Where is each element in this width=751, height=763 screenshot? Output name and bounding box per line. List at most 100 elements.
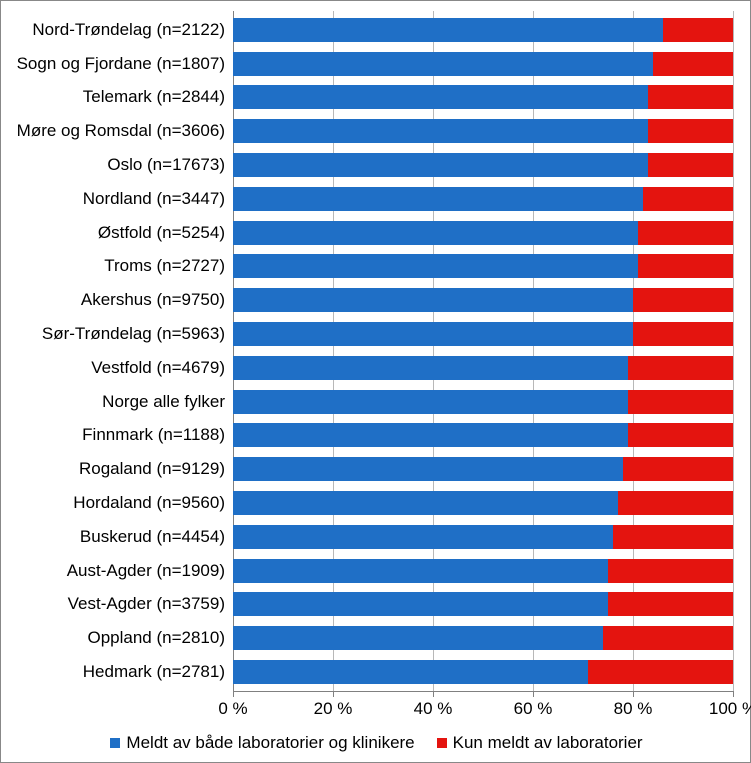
bar-segment-both [233, 52, 653, 76]
bar-segment-both [233, 18, 663, 42]
bar-segment-lab-only [648, 119, 733, 143]
category-label: Vestfold (n=4679) [1, 356, 229, 380]
x-tick [533, 691, 534, 697]
bar-segment-both [233, 457, 623, 481]
x-tick [633, 691, 634, 697]
bar-row [233, 153, 733, 177]
category-label: Norge alle fylker [1, 390, 229, 414]
legend-label: Meldt av både laboratorier og klinikere [126, 733, 414, 753]
x-tick-label: 40 % [414, 699, 453, 719]
bar-segment-lab-only [653, 52, 733, 76]
x-tick [433, 691, 434, 697]
bar-segment-both [233, 288, 633, 312]
x-tick-label: 20 % [314, 699, 353, 719]
x-tick [233, 691, 234, 697]
bar-segment-both [233, 626, 603, 650]
bar-row [233, 356, 733, 380]
bar-segment-both [233, 356, 628, 380]
bar-segment-both [233, 221, 638, 245]
bar-row [233, 626, 733, 650]
x-tick-label: 100 % [709, 699, 751, 719]
bar-segment-lab-only [663, 18, 733, 42]
bar-row [233, 525, 733, 549]
bars [233, 11, 733, 691]
category-label: Hordaland (n=9560) [1, 491, 229, 515]
legend-swatch [110, 738, 120, 748]
bar-row [233, 390, 733, 414]
bar-row [233, 660, 733, 684]
x-tick [333, 691, 334, 697]
bar-segment-lab-only [643, 187, 733, 211]
bar-row [233, 119, 733, 143]
category-label: Buskerud (n=4454) [1, 525, 229, 549]
x-tick [733, 691, 734, 697]
category-label: Østfold (n=5254) [1, 221, 229, 245]
bar-segment-lab-only [633, 322, 733, 346]
bar-segment-both [233, 322, 633, 346]
bar-segment-lab-only [633, 288, 733, 312]
bar-segment-lab-only [588, 660, 733, 684]
category-label: Oppland (n=2810) [1, 626, 229, 650]
category-label: Telemark (n=2844) [1, 85, 229, 109]
bar-segment-both [233, 119, 648, 143]
category-label: Aust-Agder (n=1909) [1, 559, 229, 583]
legend-item: Kun meldt av laboratorier [437, 733, 643, 753]
bar-segment-both [233, 559, 608, 583]
bar-segment-both [233, 153, 648, 177]
category-label: Sogn og Fjordane (n=1807) [1, 52, 229, 76]
category-label: Sør-Trøndelag (n=5963) [1, 322, 229, 346]
bar-segment-both [233, 187, 643, 211]
category-label: Vest-Agder (n=3759) [1, 592, 229, 616]
legend-swatch [437, 738, 447, 748]
bar-row [233, 18, 733, 42]
x-tick-label: 0 % [218, 699, 247, 719]
bar-row [233, 322, 733, 346]
bar-segment-both [233, 85, 648, 109]
bar-segment-lab-only [628, 390, 733, 414]
bar-segment-both [233, 525, 613, 549]
category-label: Finnmark (n=1188) [1, 423, 229, 447]
bar-segment-lab-only [648, 85, 733, 109]
legend: Meldt av både laboratorier og klinikere K… [1, 724, 751, 762]
bar-row [233, 85, 733, 109]
bar-segment-lab-only [638, 254, 733, 278]
bar-row [233, 187, 733, 211]
bar-segment-lab-only [628, 356, 733, 380]
x-tick-label: 80 % [614, 699, 653, 719]
bar-row [233, 221, 733, 245]
gridline [733, 11, 734, 691]
x-tick-label: 60 % [514, 699, 553, 719]
legend-label: Kun meldt av laboratorier [453, 733, 643, 753]
bar-segment-lab-only [648, 153, 733, 177]
bar-segment-lab-only [618, 491, 733, 515]
bar-segment-both [233, 592, 608, 616]
bar-row [233, 457, 733, 481]
bar-row [233, 423, 733, 447]
bar-segment-lab-only [623, 457, 733, 481]
bar-segment-both [233, 423, 628, 447]
bar-segment-both [233, 491, 618, 515]
bar-segment-lab-only [608, 559, 733, 583]
category-label: Oslo (n=17673) [1, 153, 229, 177]
category-label: Rogaland (n=9129) [1, 457, 229, 481]
category-label: Nordland (n=3447) [1, 187, 229, 211]
category-label: Troms (n=2727) [1, 254, 229, 278]
bar-segment-both [233, 390, 628, 414]
bar-segment-lab-only [613, 525, 733, 549]
category-label: Nord-Trøndelag (n=2122) [1, 18, 229, 42]
legend-item: Meldt av både laboratorier og klinikere [110, 733, 414, 753]
bar-segment-lab-only [628, 423, 733, 447]
category-label: Akershus (n=9750) [1, 288, 229, 312]
bar-row [233, 52, 733, 76]
y-axis-labels: Nord-Trøndelag (n=2122) Sogn og Fjordane … [1, 11, 229, 691]
bar-segment-lab-only [608, 592, 733, 616]
category-label: Møre og Romsdal (n=3606) [1, 119, 229, 143]
bar-segment-both [233, 254, 638, 278]
bar-row [233, 592, 733, 616]
bar-segment-lab-only [638, 221, 733, 245]
category-label: Hedmark (n=2781) [1, 660, 229, 684]
stacked-bar-chart: Nord-Trøndelag (n=2122) Sogn og Fjordane … [0, 0, 751, 763]
bar-row [233, 254, 733, 278]
bar-row [233, 559, 733, 583]
bar-row [233, 288, 733, 312]
